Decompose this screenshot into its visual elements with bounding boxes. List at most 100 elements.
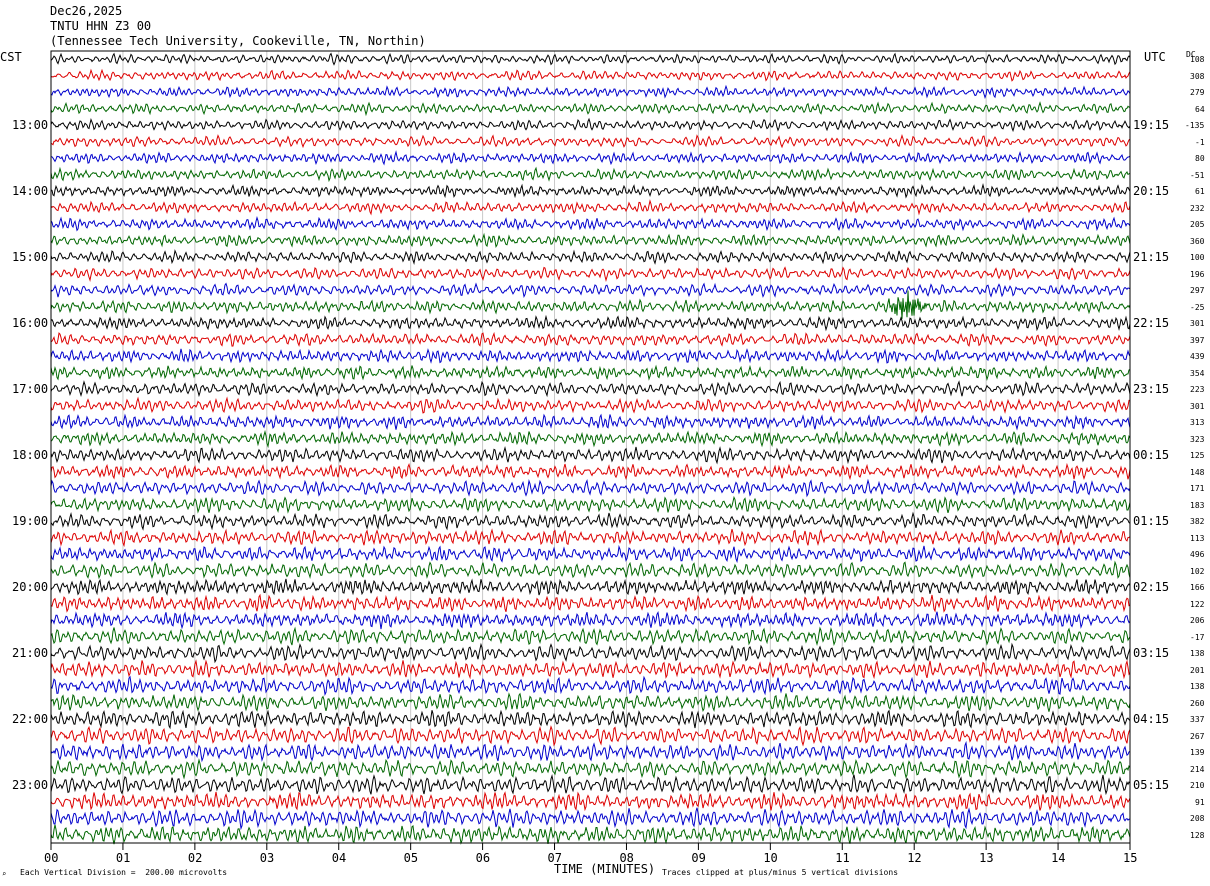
plot-date: Dec26,2025 bbox=[50, 4, 123, 18]
seismic-trace bbox=[50, 249, 1131, 266]
x-tick-label: 01 bbox=[115, 851, 131, 865]
x-tick-label: 08 bbox=[619, 851, 634, 865]
dc-offset-value: 323 bbox=[1190, 434, 1205, 444]
dc-offset-value: 297 bbox=[1190, 286, 1205, 295]
dc-offset-value: 205 bbox=[1190, 220, 1205, 229]
right-hour-label: 23:15 bbox=[1133, 382, 1170, 396]
dc-offset-value: 337 bbox=[1190, 715, 1205, 724]
dc-offset-value: 138 bbox=[1190, 682, 1205, 691]
right-timezone-label: UTC bbox=[1144, 50, 1166, 64]
left-hour-label: 15:00 bbox=[12, 250, 49, 264]
seismic-trace bbox=[50, 183, 1131, 199]
seismic-trace bbox=[50, 544, 1131, 564]
plot-frame bbox=[50, 50, 1131, 844]
seismic-trace bbox=[50, 659, 1131, 680]
seismic-trace bbox=[50, 446, 1131, 465]
dc-offset-value: 100 bbox=[1190, 253, 1205, 262]
dc-offset-value: 183 bbox=[1190, 500, 1205, 510]
seismic-trace bbox=[50, 692, 1131, 713]
x-tick-label: 06 bbox=[475, 851, 491, 865]
right-hour-label: 20:15 bbox=[1133, 184, 1170, 198]
seismic-trace bbox=[50, 429, 1131, 449]
x-tick-label: 10 bbox=[763, 851, 778, 865]
x-tick-label: 03 bbox=[259, 851, 275, 865]
seismic-trace bbox=[50, 215, 1131, 232]
x-tick-label: 04 bbox=[331, 851, 347, 865]
dc-offset-value: 279 bbox=[1190, 88, 1205, 97]
corner-mark: ⌕ bbox=[2, 870, 7, 878]
dc-offset-value: 122 bbox=[1190, 599, 1205, 609]
seismic-trace bbox=[50, 578, 1131, 596]
seismic-trace bbox=[50, 593, 1131, 613]
seismic-trace bbox=[50, 282, 1131, 298]
seismic-trace bbox=[50, 380, 1131, 398]
seismic-trace bbox=[50, 791, 1131, 812]
station-id: TNTU HHN Z3 00 bbox=[50, 19, 152, 33]
dc-offset-value: 61 bbox=[1195, 187, 1205, 196]
seismic-trace bbox=[50, 725, 1131, 747]
x-axis-ticks bbox=[50, 843, 1131, 850]
station-location: (Tennessee Tech University, Cookeville, … bbox=[50, 34, 426, 48]
seismic-trace bbox=[50, 101, 1131, 117]
dc-offset-value: 108 bbox=[1190, 55, 1205, 64]
dc-offset-value: 496 bbox=[1190, 550, 1205, 559]
x-tick-label: 11 bbox=[835, 851, 850, 865]
dc-offset-value: 214 bbox=[1190, 764, 1205, 774]
seismic-trace bbox=[50, 413, 1131, 431]
left-hour-label: 20:00 bbox=[12, 580, 49, 594]
left-hour-label: 23:00 bbox=[12, 778, 49, 792]
dc-offset-value: 196 bbox=[1190, 269, 1205, 279]
x-tick-label: 05 bbox=[403, 851, 419, 865]
seismic-trace bbox=[50, 68, 1131, 82]
dc-offset-value: 102 bbox=[1190, 566, 1205, 576]
x-tick-label: 00 bbox=[44, 851, 59, 865]
seismic-trace bbox=[50, 824, 1131, 845]
dc-offset-value: 201 bbox=[1190, 665, 1205, 675]
dc-offset-value: 360 bbox=[1190, 236, 1205, 246]
seismic-trace bbox=[50, 150, 1131, 166]
x-tick-label: 09 bbox=[691, 851, 706, 865]
seismic-trace bbox=[50, 709, 1131, 730]
dc-offset-value: 301 bbox=[1190, 319, 1205, 328]
left-hour-label: 17:00 bbox=[12, 382, 49, 396]
seismic-trace bbox=[50, 396, 1130, 414]
dc-offset-value: 260 bbox=[1190, 698, 1205, 708]
left-hour-label: 21:00 bbox=[12, 646, 49, 660]
dc-offset-value: -135 bbox=[1185, 121, 1205, 130]
dc-offset-value: 166 bbox=[1190, 583, 1205, 592]
dc-offset-value: 171 bbox=[1190, 484, 1205, 493]
seismic-trace bbox=[50, 199, 1131, 216]
x-tick-label: 02 bbox=[187, 851, 203, 865]
dc-offset-value: 125 bbox=[1190, 451, 1205, 460]
x-tick-label: 12 bbox=[907, 851, 922, 865]
seismic-trace bbox=[50, 511, 1131, 531]
seismic-trace bbox=[50, 232, 1131, 248]
seismic-traces bbox=[50, 52, 1131, 845]
seismic-trace bbox=[50, 364, 1131, 381]
right-hour-label: 02:15 bbox=[1133, 580, 1170, 594]
seismic-trace bbox=[50, 84, 1131, 99]
seismic-trace bbox=[50, 560, 1131, 580]
dc-offset-value: 223 bbox=[1190, 385, 1205, 394]
seismic-trace bbox=[50, 290, 1131, 319]
left-hour-label: 13:00 bbox=[12, 118, 49, 132]
dc-offset-value: 382 bbox=[1190, 517, 1205, 526]
dc-offset-value: 139 bbox=[1190, 748, 1205, 757]
dc-offset-value: 232 bbox=[1190, 203, 1205, 213]
seismic-trace bbox=[50, 331, 1131, 348]
dc-offset-value: 138 bbox=[1190, 649, 1205, 658]
seismic-trace bbox=[50, 773, 1131, 796]
seismic-trace bbox=[50, 495, 1131, 514]
right-hour-label: 03:15 bbox=[1133, 646, 1170, 660]
left-hour-label: 14:00 bbox=[12, 184, 49, 198]
dc-offset-value: 208 bbox=[1190, 814, 1205, 823]
seismic-trace bbox=[50, 52, 1131, 66]
x-tick-label: 14 bbox=[1051, 851, 1066, 865]
dc-offset-value: -25 bbox=[1190, 302, 1205, 312]
dc-offset-value: 80 bbox=[1195, 154, 1205, 163]
dc-offset-value: 210 bbox=[1190, 781, 1205, 790]
left-hour-label: 18:00 bbox=[12, 448, 49, 462]
left-hour-label: 16:00 bbox=[12, 316, 49, 330]
minute-grid bbox=[122, 51, 1059, 843]
